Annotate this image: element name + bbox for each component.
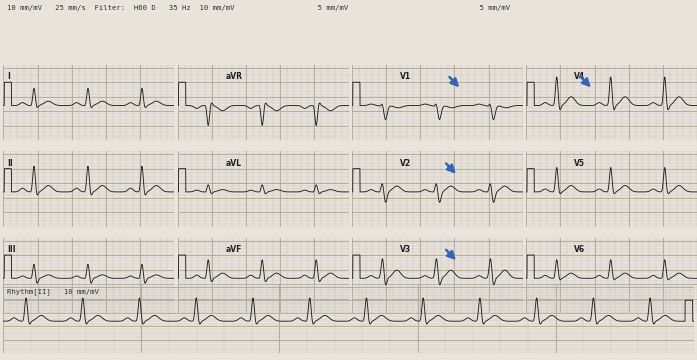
Text: aVL: aVL — [226, 159, 242, 168]
Text: III: III — [7, 245, 15, 254]
Text: 10 mm/mV   25 mm/s  Filter:  H60 D   35 Hz  10 mm/mV                   5 mm/mV  : 10 mm/mV 25 mm/s Filter: H60 D 35 Hz 10 … — [7, 5, 510, 12]
Text: V5: V5 — [574, 159, 585, 168]
Text: V6: V6 — [574, 245, 585, 254]
Text: V3: V3 — [400, 245, 411, 254]
Text: V1: V1 — [400, 72, 411, 81]
Text: aVR: aVR — [226, 72, 243, 81]
Text: V4: V4 — [574, 72, 585, 81]
Text: I: I — [7, 72, 10, 81]
Text: Rhythm[II]   10 mm/mV: Rhythm[II] 10 mm/mV — [7, 288, 99, 294]
Text: II: II — [7, 159, 13, 168]
Text: aVF: aVF — [226, 245, 242, 254]
Text: V2: V2 — [400, 159, 411, 168]
